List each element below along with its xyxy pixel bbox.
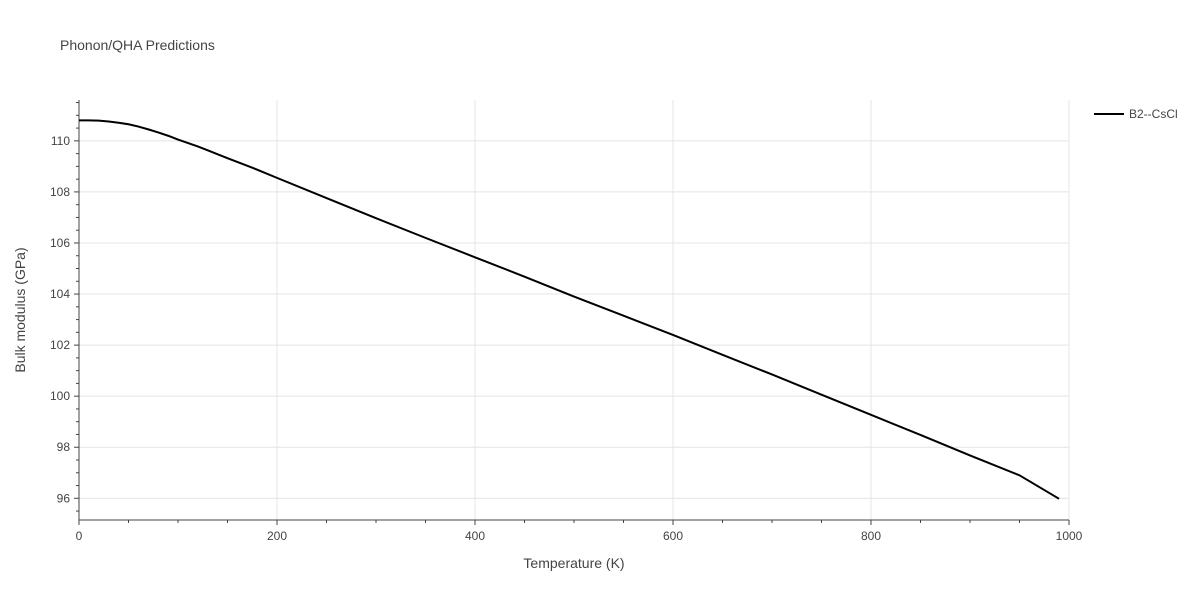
- grid: [79, 100, 1070, 520]
- legend-label[interactable]: B2--CsCl: [1129, 107, 1178, 121]
- y-tick-label: 104: [50, 287, 70, 301]
- y-tick-label: 100: [50, 389, 70, 403]
- y-tick-label: 102: [50, 338, 70, 352]
- x-tick-label: 200: [267, 529, 287, 543]
- x-axis-title: Temperature (K): [523, 555, 624, 571]
- y-axis-title: Bulk modulus (GPa): [12, 247, 28, 372]
- y-tick-label: 98: [57, 440, 71, 454]
- x-tick-label: 600: [663, 529, 683, 543]
- x-tick-label: 0: [76, 529, 83, 543]
- y-tick-label: 108: [50, 185, 70, 199]
- chart-title: Phonon/QHA Predictions: [60, 37, 215, 53]
- axes: 0 200 400 600 800 1000 96 98 100 102 104 106 108 110: [50, 100, 1083, 543]
- y-tick-label: 110: [51, 134, 70, 148]
- y-tick-label: 106: [50, 236, 70, 250]
- y-tick-label: 96: [57, 491, 71, 505]
- x-tick-label: 1000: [1056, 529, 1083, 543]
- plot-area: [79, 119, 1060, 500]
- series-line: [79, 119, 1060, 500]
- x-tick-label: 400: [465, 529, 485, 543]
- legend[interactable]: B2--CsCl: [1094, 107, 1178, 121]
- x-tick-label: 800: [861, 529, 881, 543]
